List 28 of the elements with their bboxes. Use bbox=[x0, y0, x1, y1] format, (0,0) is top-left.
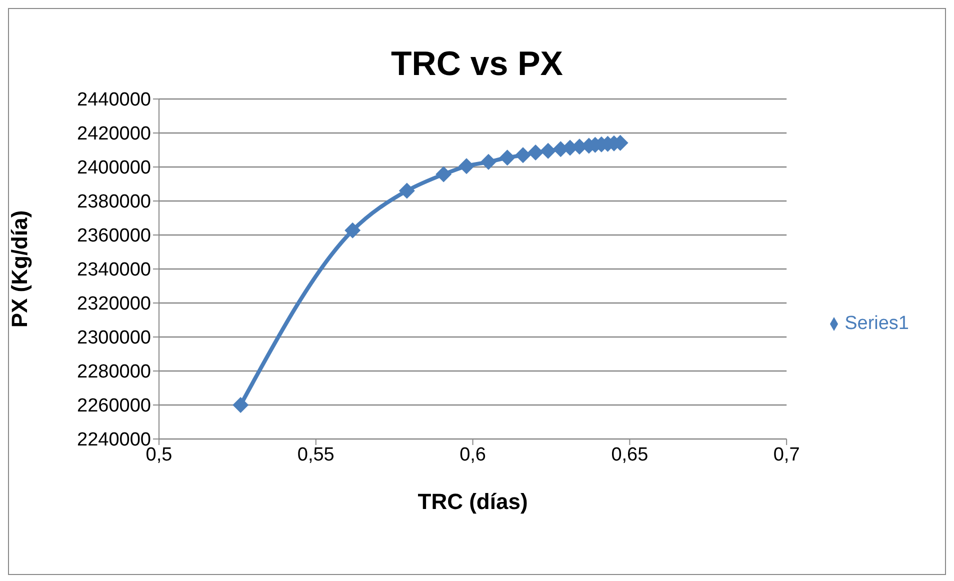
y-axis-title: PX (Kg/día) bbox=[6, 210, 32, 328]
point bbox=[514, 147, 531, 164]
point bbox=[499, 150, 516, 166]
point bbox=[398, 182, 415, 199]
y-tick-label: 2440000 bbox=[77, 90, 151, 111]
point bbox=[480, 154, 496, 170]
y-tick-label: 2360000 bbox=[77, 226, 151, 247]
y-tick-label: 2340000 bbox=[77, 260, 151, 281]
y-tick-label: 2300000 bbox=[77, 328, 151, 349]
x-tick-label: 0,55 bbox=[297, 444, 334, 466]
y-tick-label: 2260000 bbox=[77, 396, 151, 417]
y-tick-label: 2400000 bbox=[77, 158, 151, 179]
y-tick-label: 2420000 bbox=[77, 124, 151, 145]
x-tick-label: 0,7 bbox=[773, 444, 800, 466]
point bbox=[540, 142, 556, 159]
x-tick-label: 0,65 bbox=[611, 444, 648, 466]
legend-label: Series1 bbox=[844, 313, 909, 334]
x-axis-title: TRC (días) bbox=[418, 489, 528, 514]
chart-title: TRC vs PX bbox=[390, 45, 564, 85]
x-tick-label: 0,6 bbox=[460, 444, 486, 466]
y-tick-label: 2380000 bbox=[77, 192, 151, 213]
point bbox=[436, 166, 452, 182]
point bbox=[232, 397, 249, 413]
point bbox=[528, 144, 544, 161]
point bbox=[344, 222, 361, 238]
y-tick-label: 2320000 bbox=[77, 294, 151, 315]
y-tick-label: 2280000 bbox=[77, 362, 151, 383]
point bbox=[458, 158, 475, 174]
